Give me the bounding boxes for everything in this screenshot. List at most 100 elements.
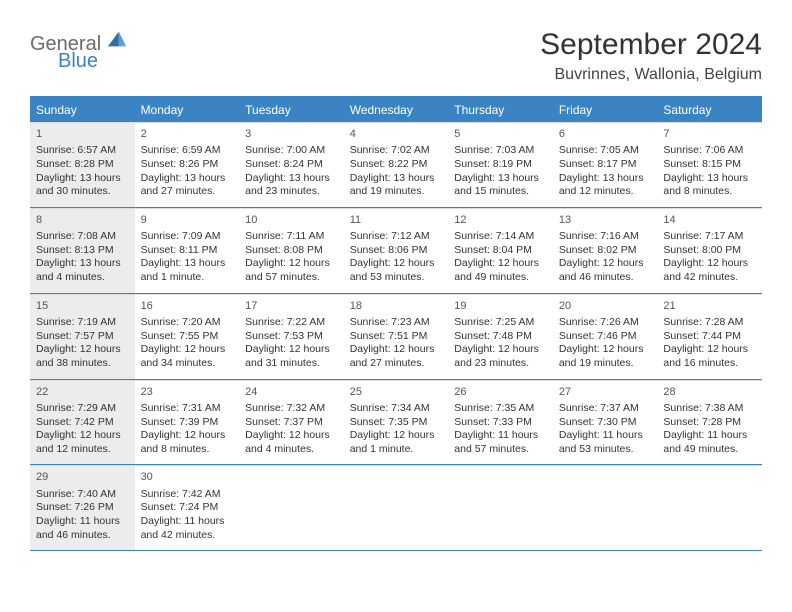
day-number: 12: [454, 213, 547, 227]
sunrise-line: Sunrise: 7:40 AM: [36, 488, 129, 502]
calendar-empty-cell: [239, 465, 344, 550]
calendar-day-cell: 3Sunrise: 7:00 AMSunset: 8:24 PMDaylight…: [239, 122, 344, 207]
calendar-day-cell: 20Sunrise: 7:26 AMSunset: 7:46 PMDayligh…: [553, 294, 658, 379]
daylight-line: Daylight: 11 hours and 49 minutes.: [663, 429, 756, 456]
sunset-line: Sunset: 7:24 PM: [141, 501, 234, 515]
sunrise-line: Sunrise: 7:14 AM: [454, 230, 547, 244]
calendar-day-cell: 10Sunrise: 7:11 AMSunset: 8:08 PMDayligh…: [239, 208, 344, 293]
daylight-line: Daylight: 12 hours and 42 minutes.: [663, 257, 756, 284]
day-number: 7: [663, 127, 756, 141]
day-number: 10: [245, 213, 338, 227]
calendar-day-cell: 5Sunrise: 7:03 AMSunset: 8:19 PMDaylight…: [448, 122, 553, 207]
location-label: Buvrinnes, Wallonia, Belgium: [540, 66, 762, 84]
sunset-line: Sunset: 8:24 PM: [245, 158, 338, 172]
day-number: 5: [454, 127, 547, 141]
weekday-header: Sunday: [30, 98, 135, 122]
day-number: 19: [454, 299, 547, 313]
sunset-line: Sunset: 7:51 PM: [350, 330, 443, 344]
sunrise-line: Sunrise: 7:02 AM: [350, 144, 443, 158]
calendar-week-row: 1Sunrise: 6:57 AMSunset: 8:28 PMDaylight…: [30, 122, 762, 208]
calendar-day-cell: 1Sunrise: 6:57 AMSunset: 8:28 PMDaylight…: [30, 122, 135, 207]
calendar-week-row: 29Sunrise: 7:40 AMSunset: 7:26 PMDayligh…: [30, 465, 762, 551]
sunset-line: Sunset: 7:48 PM: [454, 330, 547, 344]
calendar-day-cell: 8Sunrise: 7:08 AMSunset: 8:13 PMDaylight…: [30, 208, 135, 293]
sunrise-line: Sunrise: 7:16 AM: [559, 230, 652, 244]
calendar-day-cell: 14Sunrise: 7:17 AMSunset: 8:00 PMDayligh…: [657, 208, 762, 293]
day-number: 26: [454, 385, 547, 399]
weekday-header: Monday: [135, 98, 240, 122]
sunset-line: Sunset: 7:28 PM: [663, 416, 756, 430]
sunset-line: Sunset: 8:28 PM: [36, 158, 129, 172]
sunrise-line: Sunrise: 7:42 AM: [141, 488, 234, 502]
sunrise-line: Sunrise: 7:25 AM: [454, 316, 547, 330]
sunset-line: Sunset: 7:30 PM: [559, 416, 652, 430]
sunrise-line: Sunrise: 7:26 AM: [559, 316, 652, 330]
calendar-empty-cell: [657, 465, 762, 550]
day-number: 29: [36, 470, 129, 484]
sunset-line: Sunset: 7:35 PM: [350, 416, 443, 430]
sunrise-line: Sunrise: 7:20 AM: [141, 316, 234, 330]
calendar-day-cell: 28Sunrise: 7:38 AMSunset: 7:28 PMDayligh…: [657, 380, 762, 465]
sunrise-line: Sunrise: 6:57 AM: [36, 144, 129, 158]
sunrise-line: Sunrise: 7:29 AM: [36, 402, 129, 416]
daylight-line: Daylight: 13 hours and 4 minutes.: [36, 257, 129, 284]
weekday-header: Tuesday: [239, 98, 344, 122]
daylight-line: Daylight: 12 hours and 8 minutes.: [141, 429, 234, 456]
sunrise-line: Sunrise: 7:23 AM: [350, 316, 443, 330]
calendar-empty-cell: [344, 465, 449, 550]
sunrise-line: Sunrise: 7:35 AM: [454, 402, 547, 416]
calendar-week-row: 15Sunrise: 7:19 AMSunset: 7:57 PMDayligh…: [30, 294, 762, 380]
daylight-line: Daylight: 13 hours and 30 minutes.: [36, 172, 129, 199]
weekday-header: Wednesday: [344, 98, 449, 122]
sunrise-line: Sunrise: 7:03 AM: [454, 144, 547, 158]
daylight-line: Daylight: 12 hours and 53 minutes.: [350, 257, 443, 284]
calendar-day-cell: 17Sunrise: 7:22 AMSunset: 7:53 PMDayligh…: [239, 294, 344, 379]
day-number: 18: [350, 299, 443, 313]
day-number: 23: [141, 385, 234, 399]
calendar-day-cell: 23Sunrise: 7:31 AMSunset: 7:39 PMDayligh…: [135, 380, 240, 465]
calendar-day-cell: 30Sunrise: 7:42 AMSunset: 7:24 PMDayligh…: [135, 465, 240, 550]
daylight-line: Daylight: 13 hours and 15 minutes.: [454, 172, 547, 199]
sunrise-line: Sunrise: 7:37 AM: [559, 402, 652, 416]
day-number: 11: [350, 213, 443, 227]
day-number: 27: [559, 385, 652, 399]
calendar-day-cell: 9Sunrise: 7:09 AMSunset: 8:11 PMDaylight…: [135, 208, 240, 293]
calendar-week-row: 22Sunrise: 7:29 AMSunset: 7:42 PMDayligh…: [30, 380, 762, 466]
daylight-line: Daylight: 13 hours and 27 minutes.: [141, 172, 234, 199]
logo-blue: Blue: [58, 51, 128, 71]
calendar-day-cell: 6Sunrise: 7:05 AMSunset: 8:17 PMDaylight…: [553, 122, 658, 207]
calendar-day-cell: 15Sunrise: 7:19 AMSunset: 7:57 PMDayligh…: [30, 294, 135, 379]
daylight-line: Daylight: 11 hours and 53 minutes.: [559, 429, 652, 456]
sunset-line: Sunset: 7:55 PM: [141, 330, 234, 344]
daylight-line: Daylight: 12 hours and 34 minutes.: [141, 343, 234, 370]
daylight-line: Daylight: 12 hours and 57 minutes.: [245, 257, 338, 284]
calendar-day-cell: 12Sunrise: 7:14 AMSunset: 8:04 PMDayligh…: [448, 208, 553, 293]
daylight-line: Daylight: 13 hours and 1 minute.: [141, 257, 234, 284]
title-block: September 2024 Buvrinnes, Wallonia, Belg…: [540, 28, 762, 90]
logo: General Blue: [30, 28, 128, 71]
daylight-line: Daylight: 12 hours and 49 minutes.: [454, 257, 547, 284]
calendar-week-row: 8Sunrise: 7:08 AMSunset: 8:13 PMDaylight…: [30, 208, 762, 294]
daylight-line: Daylight: 12 hours and 4 minutes.: [245, 429, 338, 456]
daylight-line: Daylight: 11 hours and 57 minutes.: [454, 429, 547, 456]
day-number: 28: [663, 385, 756, 399]
day-number: 3: [245, 127, 338, 141]
sunrise-line: Sunrise: 7:31 AM: [141, 402, 234, 416]
sunrise-line: Sunrise: 7:28 AM: [663, 316, 756, 330]
calendar-day-cell: 24Sunrise: 7:32 AMSunset: 7:37 PMDayligh…: [239, 380, 344, 465]
sunset-line: Sunset: 8:22 PM: [350, 158, 443, 172]
day-number: 8: [36, 213, 129, 227]
calendar-day-cell: 21Sunrise: 7:28 AMSunset: 7:44 PMDayligh…: [657, 294, 762, 379]
header-row: General Blue September 2024 Buvrinnes, W…: [30, 28, 762, 90]
sunrise-line: Sunrise: 7:32 AM: [245, 402, 338, 416]
daylight-line: Daylight: 12 hours and 27 minutes.: [350, 343, 443, 370]
daylight-line: Daylight: 12 hours and 19 minutes.: [559, 343, 652, 370]
calendar-day-cell: 19Sunrise: 7:25 AMSunset: 7:48 PMDayligh…: [448, 294, 553, 379]
calendar-day-cell: 18 Sunrise: 7:23 AMSunset: 7:51 PMDayligh…: [344, 294, 449, 379]
sunrise-line: Sunrise: 7:08 AM: [36, 230, 129, 244]
daylight-line: Daylight: 13 hours and 12 minutes.: [559, 172, 652, 199]
logo-text-wrap: General Blue: [30, 28, 128, 71]
sunset-line: Sunset: 7:37 PM: [245, 416, 338, 430]
sunrise-line: Sunrise: 7:11 AM: [245, 230, 338, 244]
sunset-line: Sunset: 8:17 PM: [559, 158, 652, 172]
